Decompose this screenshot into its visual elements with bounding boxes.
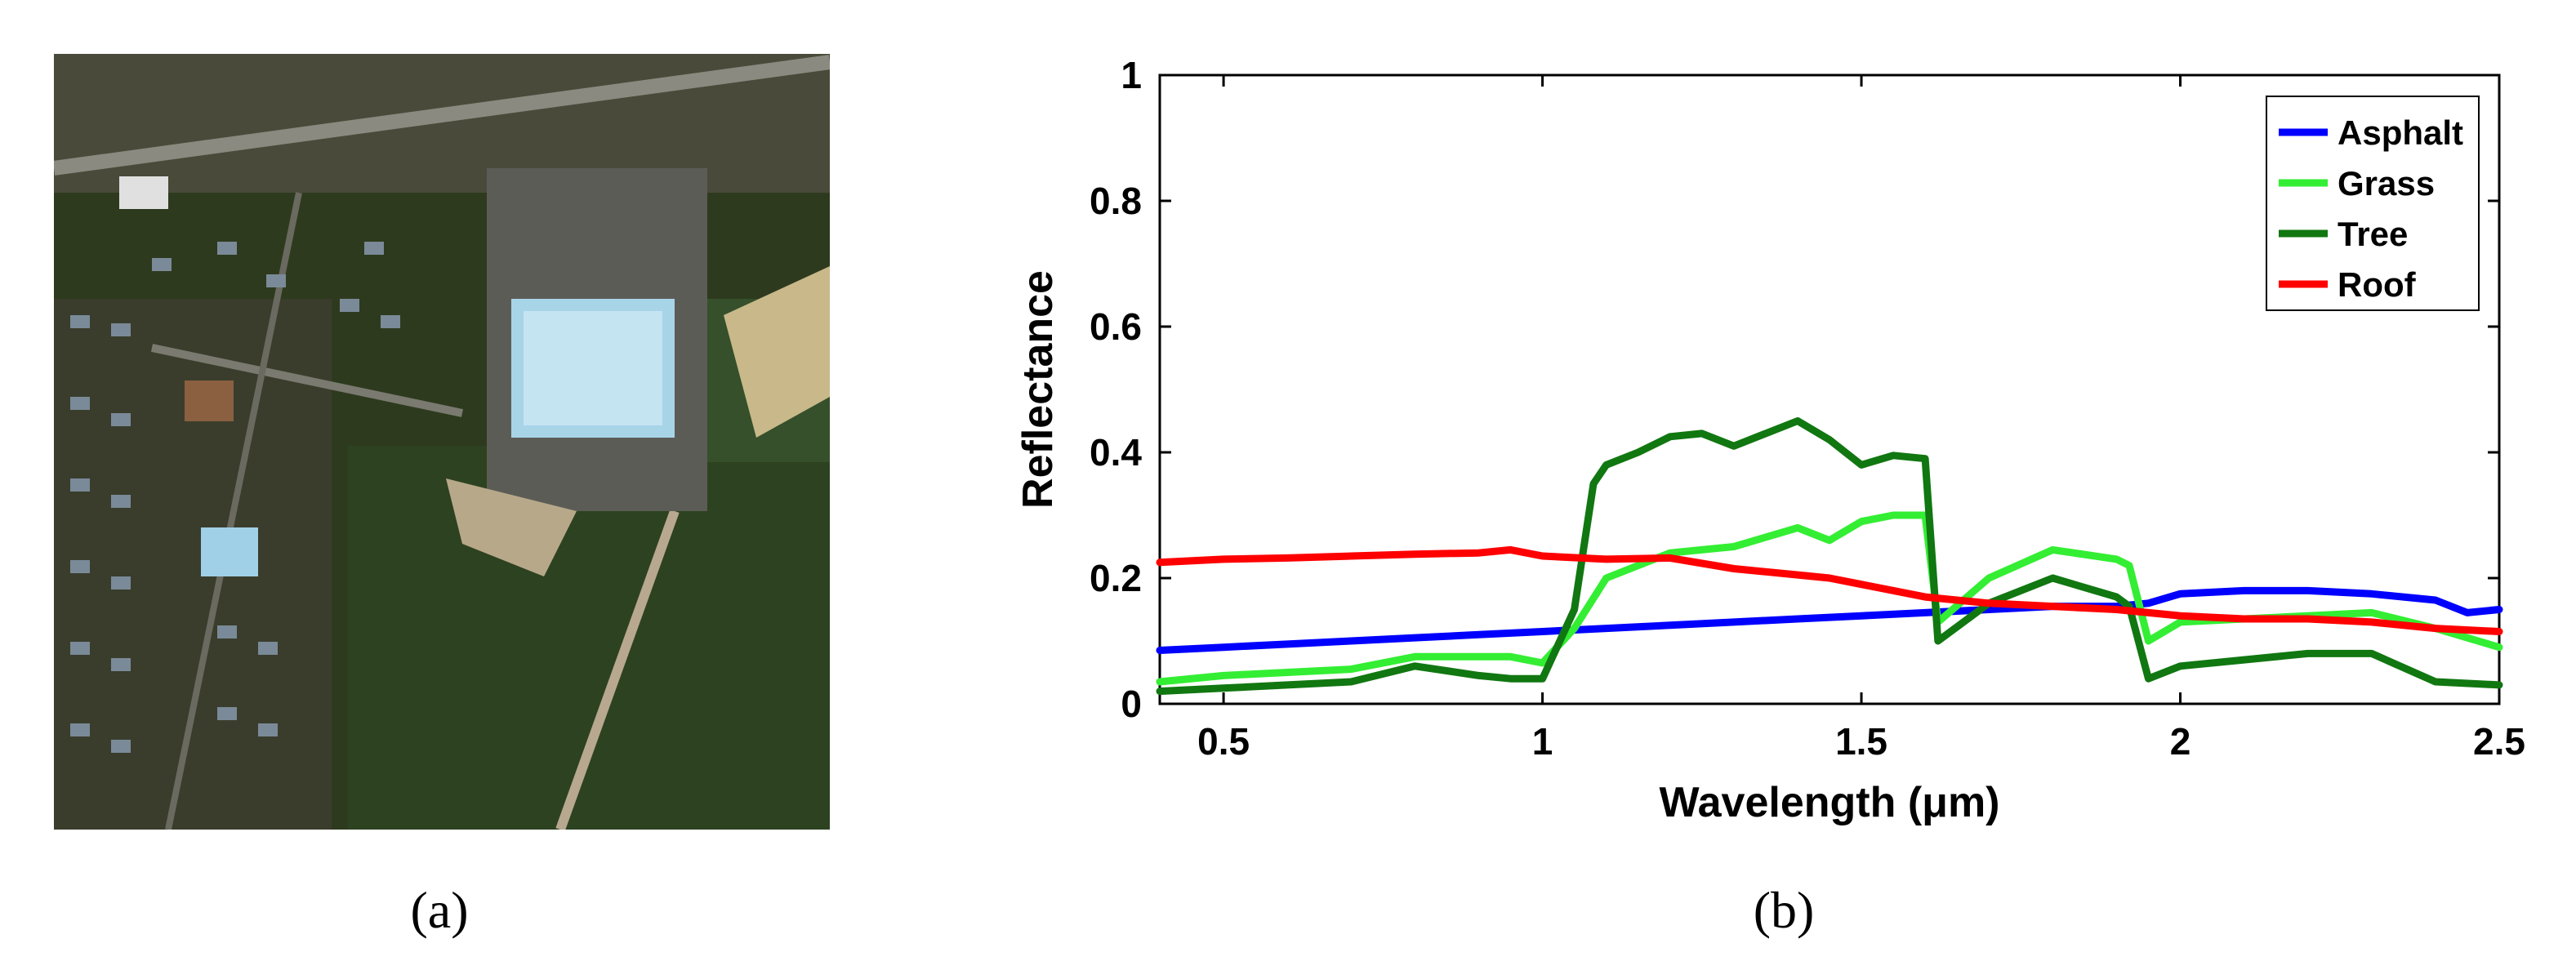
- large-roof-highlight: [524, 311, 662, 425]
- x-axis-title: Wavelength (μm): [1659, 779, 1999, 826]
- reflectance-chart-panel: 0 0.2 0.4 0.6 0.8 1 0.5 1 1.5 2 2.5 Wavelength (μ…: [980, 33, 2548, 841]
- brown-roof-building: [185, 380, 234, 421]
- y-tick-label: 0.4: [1090, 431, 1142, 474]
- highway-road: [54, 55, 830, 176]
- series-layer: [1156, 417, 2503, 696]
- y-tick-label: 1: [1121, 54, 1142, 96]
- y-tick-label: 0.8: [1090, 180, 1142, 222]
- caption-a: (a): [410, 881, 469, 939]
- residential-road: [165, 192, 302, 830]
- x-axis: 0.5 1 1.5 2 2.5: [1197, 75, 2525, 763]
- x-tick-label: 1.5: [1835, 720, 1887, 763]
- legend: Asphalt Grass Tree Roof: [2266, 96, 2480, 311]
- legend-label-asphalt: Asphalt: [2338, 113, 2463, 152]
- y-tick-label: 0.2: [1090, 557, 1142, 599]
- house-rows: [70, 242, 400, 753]
- side-road: [150, 344, 464, 417]
- dirt-road: [555, 509, 680, 830]
- x-tick-label: 0.5: [1197, 720, 1250, 763]
- series-line-roof: [1156, 545, 2503, 635]
- series-line-grass: [1156, 511, 2503, 686]
- x-tick-label: 1: [1532, 720, 1553, 763]
- legend-label-grass: Grass: [2338, 164, 2435, 202]
- y-axis-title: Reflectance: [1014, 270, 1062, 509]
- y-tick-label: 0.6: [1090, 305, 1142, 348]
- sandy-patch: [446, 478, 577, 576]
- series-line-asphalt: [1156, 586, 2503, 654]
- reflectance-chart: 0 0.2 0.4 0.6 0.8 1 0.5 1 1.5 2 2.5 Wavelength (μ…: [1014, 54, 2525, 826]
- y-axis: 0 0.2 0.4 0.6 0.8 1: [1090, 54, 2499, 725]
- aerial-image-icon: [54, 54, 830, 830]
- series-line-tree: [1156, 417, 2503, 696]
- legend-label-tree: Tree: [2338, 215, 2408, 253]
- x-tick-label: 2.5: [2473, 720, 2525, 763]
- legend-label-roof: Roof: [2338, 265, 2417, 304]
- x-tick-label: 2: [2170, 720, 2191, 763]
- school-building: [201, 527, 258, 576]
- y-tick-label: 0: [1121, 683, 1142, 725]
- aerial-image-panel: [54, 54, 830, 830]
- sandy-area: [724, 266, 830, 438]
- caption-b: (b): [1753, 881, 1815, 939]
- white-roof-building: [119, 176, 168, 209]
